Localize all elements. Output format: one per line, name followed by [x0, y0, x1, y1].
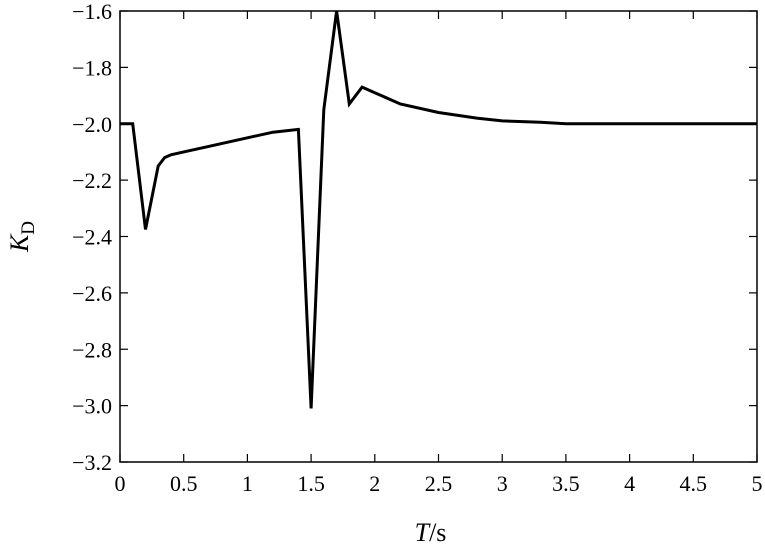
- series-layer: [120, 10, 757, 409]
- y-tick-label: −2.4: [72, 225, 112, 250]
- x-tick-label: 1.5: [297, 471, 325, 496]
- series-line: [120, 10, 757, 409]
- y-tick-label: −1.6: [72, 0, 112, 24]
- y-axis-label-var: K: [5, 233, 34, 253]
- x-axis-ticks: 0 0.5 1 1.5 2 2.5 3 3.5 4 4.5 5: [115, 11, 763, 496]
- y-axis-ticks: −3.2 −3.0 −2.8 −2.6 −2.4 −2.2 −2.0 −1.8 −1.6: [72, 0, 757, 475]
- x-tick-label: 0.5: [170, 471, 198, 496]
- y-tick-label: −2.6: [72, 281, 112, 306]
- plot-frame: [119, 10, 758, 463]
- x-tick-label: 1: [242, 471, 253, 496]
- x-tick-label: 0: [115, 471, 126, 496]
- y-tick-label: −2.2: [72, 168, 112, 193]
- y-tick-label: −2.8: [72, 337, 112, 362]
- y-tick-label: −2.0: [72, 112, 112, 137]
- y-tick-label: −1.8: [72, 55, 112, 80]
- x-axis-label-var: T: [415, 518, 431, 547]
- y-tick-label: −3.2: [72, 450, 112, 475]
- x-axis-label-unit: /s: [429, 518, 446, 547]
- x-tick-label: 3: [497, 471, 508, 496]
- x-tick-label: 4: [624, 471, 635, 496]
- y-axis-label-sub: D: [18, 221, 39, 235]
- x-tick-label: 2: [369, 471, 380, 496]
- x-tick-label: 3.5: [552, 471, 580, 496]
- x-axis-label: T/s: [415, 518, 447, 547]
- y-tick-label: −3.0: [72, 394, 112, 419]
- x-tick-label: 4.5: [680, 471, 708, 496]
- y-axis-label: KD: [5, 221, 39, 253]
- x-tick-label: 2.5: [425, 471, 453, 496]
- x-tick-label: 5: [752, 471, 763, 496]
